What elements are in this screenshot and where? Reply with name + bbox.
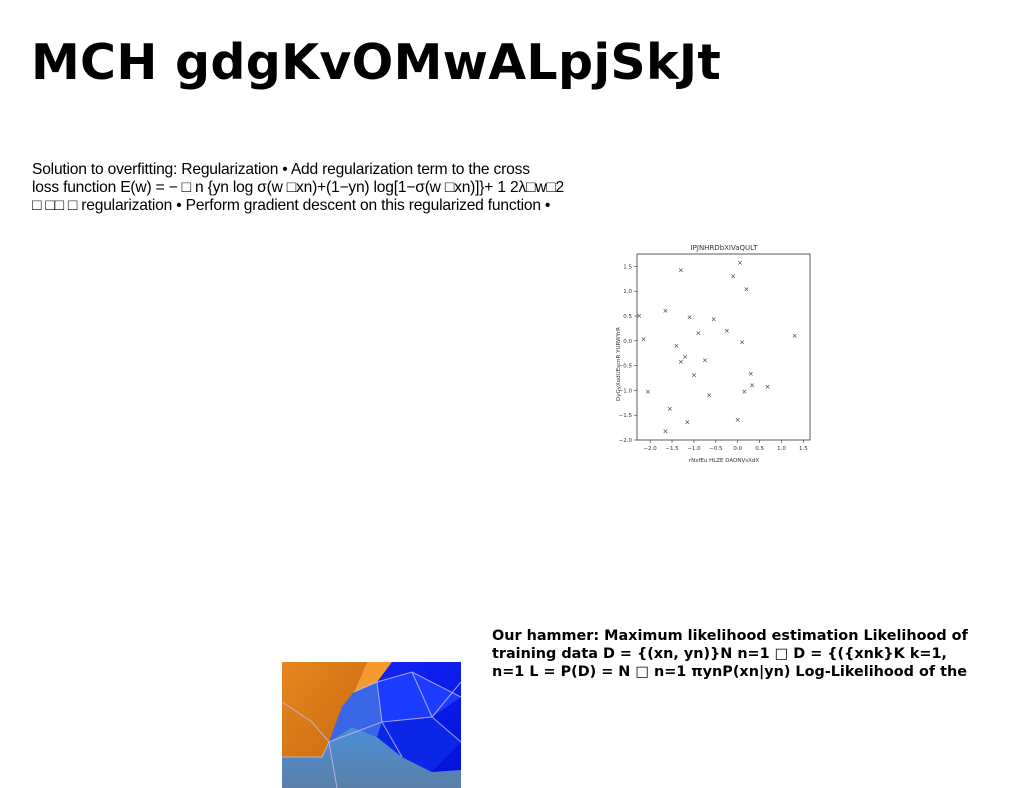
chart-title: IPJNHRDbXIVaQULT (691, 244, 759, 252)
scatter-point: × (741, 388, 747, 396)
chart-frame (636, 253, 811, 441)
text-line: training data D = {(xn, yn)}N n=1 □ D = … (492, 646, 947, 662)
scatter-point: × (748, 370, 754, 378)
scatter-point: × (678, 358, 684, 366)
y-tick-label: 1.0 (623, 289, 632, 295)
scatter-point: × (687, 313, 693, 321)
y-tick-label: −2.0 (619, 438, 633, 444)
y-tick-label: 0.5 (623, 314, 632, 320)
chart-x-label: rNxfEu HLZE DAONVsXdX (689, 458, 760, 464)
x-tick-label: 0.0 (733, 446, 742, 452)
scatter-point: × (706, 391, 712, 399)
scatter-point: × (663, 428, 669, 436)
scatter-point: × (641, 335, 647, 343)
scatter-point: × (735, 416, 741, 424)
text-line: Our hammer: Maximum likelihood estimatio… (492, 628, 968, 644)
scatter-point: × (737, 259, 743, 267)
scatter-point: × (739, 338, 745, 346)
y-tick-label: 0.0 (623, 339, 632, 345)
scatter-point: × (691, 372, 697, 380)
x-tick-label: −1.5 (665, 446, 679, 452)
scatter-point: × (673, 342, 679, 350)
text-line: loss function E(w) = − □ n {yn log σ(w □… (32, 179, 564, 196)
text-line: Solution to overfitting: Regularization … (32, 161, 530, 178)
scatter-point: × (730, 272, 736, 280)
mle-text: Our hammer: Maximum likelihood estimatio… (492, 627, 1024, 681)
x-tick-label: −0.5 (709, 446, 723, 452)
chart-y-label: DyGyXodUEscnR YURWYrR (616, 327, 622, 401)
x-tick-label: −2.0 (643, 446, 657, 452)
scatter-point: × (724, 327, 730, 335)
chart-ticks: −2.0 −1.5 −1.0 −0.5 0.0 0.5 1.0 1.5 −2.0 −1.5 −1.0… (619, 264, 809, 452)
text-line: n=1 L = P(D) = N □ n=1 πynP(xn|yn) Log-L… (492, 664, 968, 680)
text-line: □ □□ □ regularization • Perform gradient… (32, 197, 551, 214)
scatter-point: × (749, 381, 755, 389)
regularization-text: Solution to overfitting: Regularization … (32, 161, 602, 215)
scatter-point: × (678, 266, 684, 274)
scatter-point: × (744, 286, 750, 294)
chart-points: ×××××××××××××××××××××××××× ×× (636, 259, 797, 436)
scatter-point: × (695, 329, 701, 337)
scatter-point: × (682, 353, 688, 361)
y-tick-label: −1.0 (619, 388, 633, 394)
scatter-point: × (765, 383, 771, 391)
x-tick-label: −1.0 (687, 446, 701, 452)
y-tick-label: −0.5 (619, 364, 633, 370)
chart-canvas: IPJNHRDbXIVaQULT rNxfEu HLZE DAONVsXdX D… (616, 244, 811, 464)
scatter-point: × (663, 307, 669, 315)
scatter-chart: IPJNHRDbXIVaQULT rNxfEu HLZE DAONVsXdX D… (612, 240, 818, 466)
y-tick-label: −1.5 (619, 413, 633, 419)
scatter-point: × (636, 312, 642, 320)
x-tick-label: 0.5 (755, 446, 764, 452)
slide-title: MCH gdgKvOMwALpjSkJt (31, 34, 722, 91)
y-tick-label: 1.5 (623, 264, 632, 270)
scatter-point: × (667, 405, 673, 413)
scatter-point: × (684, 419, 690, 427)
x-tick-label: 1.5 (799, 446, 808, 452)
scatter-point: × (702, 357, 708, 365)
scatter-point: × (711, 315, 717, 323)
scatter-point: × (792, 332, 798, 340)
x-tick-label: 1.0 (777, 446, 786, 452)
3d-surface-plot-icon (282, 662, 461, 788)
scatter-point: × (645, 388, 651, 396)
